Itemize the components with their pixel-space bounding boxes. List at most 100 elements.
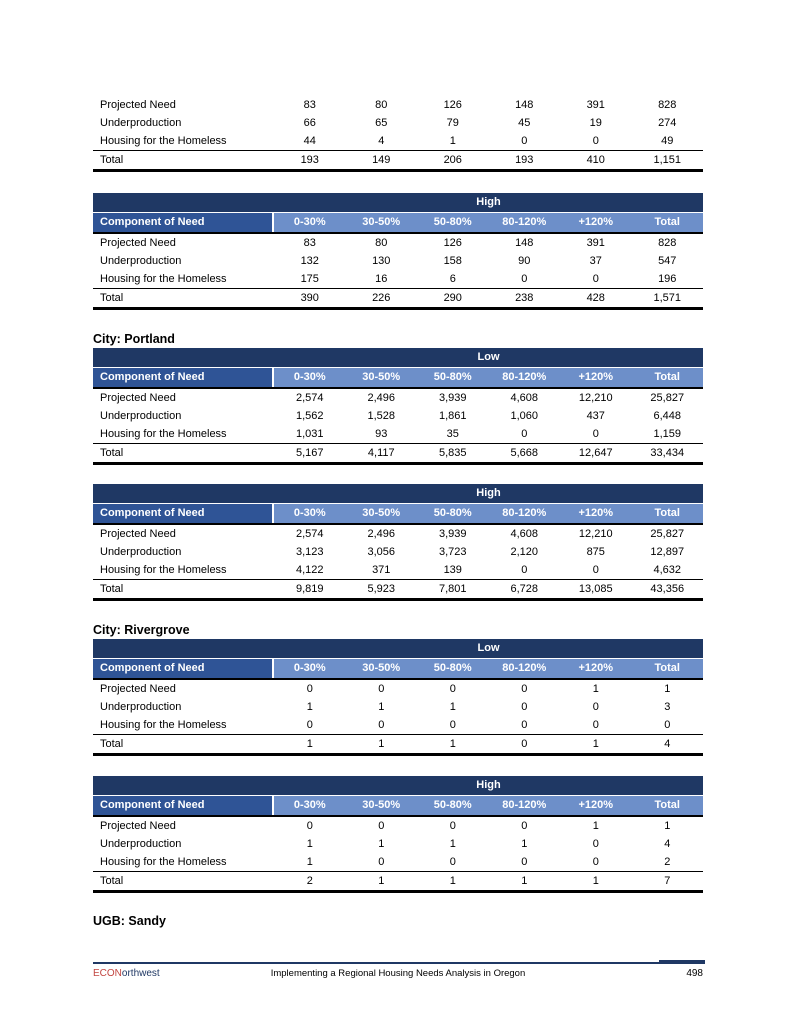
needs-table-continuation: Projected Need 83 80 126 148 391 828 Underprodu… — [93, 96, 703, 172]
total-value: 238 — [515, 292, 534, 304]
column-header: 0-30% — [274, 213, 346, 232]
table-header-row: Component of Need 0-30% 30-50% 50-80% 80-120… — [93, 368, 703, 389]
total-value: 1 — [521, 875, 528, 887]
table-header-row: Component of Need 0-30% 30-50% 50-80% 80-120… — [93, 659, 703, 680]
row-label: Underproduction — [100, 117, 182, 129]
table-row: Projected Need 83 80 126 148 391 828 — [93, 234, 703, 252]
column-header: 80-120% — [488, 796, 560, 815]
column-header: 30-50% — [345, 659, 417, 678]
cell-value: 35 — [446, 428, 459, 440]
cell-value: 1 — [306, 701, 313, 713]
cell-value: 1,528 — [367, 410, 396, 422]
cell-value: 2,496 — [367, 528, 396, 540]
total-value: 7,801 — [438, 583, 467, 595]
column-header: Total — [631, 659, 703, 678]
total-value: 206 — [443, 154, 462, 166]
row-label: Projected Need — [100, 392, 176, 404]
row-label: Projected Need — [100, 683, 176, 695]
cell-value: 1,861 — [438, 410, 467, 422]
total-value: 5,835 — [438, 447, 467, 459]
cell-value: 49 — [661, 135, 674, 147]
total-label: Total — [100, 583, 124, 595]
table-header-row: Component of Need 0-30% 30-50% 50-80% 80-120… — [93, 796, 703, 817]
row-label: Projected Need — [100, 237, 176, 249]
cell-value: 391 — [586, 237, 605, 249]
needs-table-portland-high: High Component of Need 0-30% 30-50% 50-80% 80… — [93, 484, 703, 601]
column-header: 50-80% — [417, 213, 489, 232]
table-row: Underproduction 132 130 158 90 37 547 — [93, 252, 703, 270]
cell-value: 1 — [449, 838, 456, 850]
cell-value: 3 — [664, 701, 671, 713]
total-value: 1,571 — [653, 292, 682, 304]
column-header: 50-80% — [417, 368, 489, 387]
column-header: Total — [631, 368, 703, 387]
cell-value: 12,210 — [578, 528, 613, 540]
total-value: 1 — [378, 875, 385, 887]
cell-value: 0 — [378, 719, 385, 731]
cell-value: 83 — [303, 99, 316, 111]
column-header: 50-80% — [417, 659, 489, 678]
needs-table-rivergrove-high: High Component of Need 0-30% 30-50% 50-80% 80… — [93, 776, 703, 893]
cell-value: 0 — [592, 838, 599, 850]
total-value: 1 — [306, 738, 313, 750]
section-heading-portland: City: Portland — [93, 332, 175, 346]
brand-logo: ECONorthwest — [93, 968, 233, 979]
cell-value: 0 — [521, 273, 528, 285]
cell-value: 274 — [658, 117, 677, 129]
section-heading-sandy: UGB: Sandy — [93, 914, 166, 928]
cell-value: 371 — [372, 564, 391, 576]
total-value: 5,167 — [295, 447, 324, 459]
table-total-row: Total 390 226 290 238 428 1,571 — [93, 288, 703, 307]
cell-value: 0 — [521, 135, 528, 147]
cell-value: 25,827 — [650, 392, 685, 404]
cell-value: 90 — [518, 255, 531, 267]
page-footer: ECONorthwest Implementing a Regional Hou… — [93, 960, 705, 979]
total-value: 6,728 — [510, 583, 539, 595]
cell-value: 1,031 — [295, 428, 324, 440]
table-row: Housing for the Homeless 175 16 6 0 0 196 — [93, 270, 703, 288]
footer-document-title: Implementing a Regional Housing Needs An… — [270, 968, 526, 979]
row-label: Underproduction — [100, 410, 182, 422]
total-value: 226 — [372, 292, 391, 304]
cell-value: 437 — [586, 410, 605, 422]
cell-value: 196 — [658, 273, 677, 285]
cell-value: 12,897 — [650, 546, 685, 558]
table-row: Housing for the Homeless 44 4 1 0 0 49 — [93, 132, 703, 150]
cell-value: 0 — [521, 701, 528, 713]
column-header: 50-80% — [417, 796, 489, 815]
cell-value: 1 — [664, 683, 671, 695]
cell-value: 132 — [300, 255, 319, 267]
table-row: Projected Need 0 0 0 0 1 1 — [93, 817, 703, 835]
page-content: Projected Need 83 80 126 148 391 828 Underprodu… — [93, 96, 703, 930]
cell-value: 0 — [449, 683, 456, 695]
cell-value: 1 — [592, 683, 599, 695]
cell-value: 0 — [306, 683, 313, 695]
row-label: Projected Need — [100, 820, 176, 832]
total-value: 1 — [449, 738, 456, 750]
total-value: 1 — [378, 738, 385, 750]
footer-rule — [93, 960, 705, 964]
cell-value: 93 — [375, 428, 388, 440]
cell-value: 175 — [300, 273, 319, 285]
total-value: 428 — [586, 292, 605, 304]
table-total-row: Total 1 1 1 0 1 4 — [93, 734, 703, 753]
cell-value: 0 — [378, 683, 385, 695]
cell-value: 0 — [521, 856, 528, 868]
cell-value: 2,120 — [510, 546, 539, 558]
cell-value: 4,632 — [653, 564, 682, 576]
row-label: Underproduction — [100, 838, 182, 850]
column-header: 80-120% — [488, 368, 560, 387]
total-label: Total — [100, 875, 124, 887]
brand-logo-suffix: orthwest — [121, 968, 160, 979]
cell-value: 0 — [449, 719, 456, 731]
column-header: 0-30% — [274, 368, 346, 387]
cell-value: 126 — [443, 237, 462, 249]
total-value: 7 — [664, 875, 671, 887]
table-row: Housing for the Homeless 0 0 0 0 0 0 — [93, 716, 703, 734]
cell-value: 0 — [521, 683, 528, 695]
total-value: 13,085 — [578, 583, 613, 595]
cell-value: 3,939 — [438, 528, 467, 540]
cell-value: 148 — [515, 99, 534, 111]
cell-value: 1 — [449, 135, 456, 147]
cell-value: 3,123 — [295, 546, 324, 558]
